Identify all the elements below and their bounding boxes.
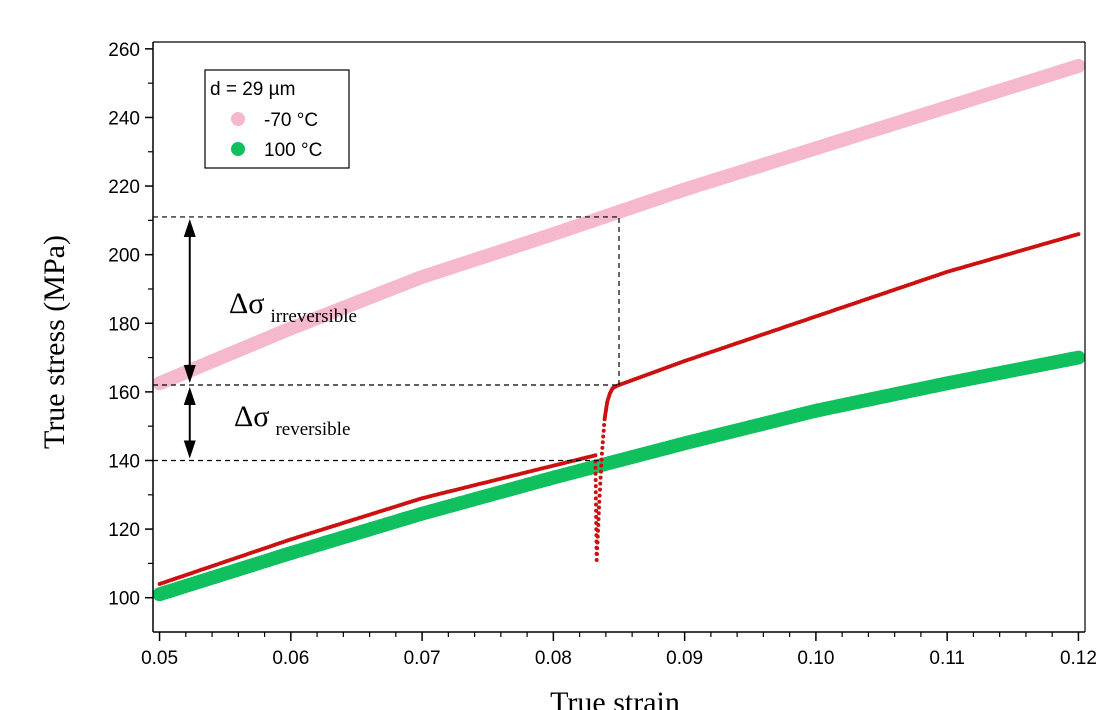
data-point [596,523,601,527]
data-point [599,451,604,456]
data-point [599,469,603,474]
data-point [1076,232,1081,237]
series-minus70C [153,59,1085,391]
legend-marker [231,112,245,126]
y-tick-label: 240 [108,108,140,129]
data-point [598,487,602,492]
series-100C [153,350,1085,602]
data-point [600,440,605,445]
reference-lines [153,216,620,462]
data-point [595,534,600,539]
data-point [594,558,599,562]
y-tick-label: 180 [108,314,140,335]
arrow-head-up [183,218,196,237]
x-tick-label: 0.05 [141,648,178,669]
x-tick-label: 0.07 [404,648,441,669]
data-point [599,463,604,468]
data-point [1071,59,1085,73]
legend-marker [231,142,245,156]
data-point [601,434,606,439]
legend: d = 29 µm -70 °C 100 °C [204,69,350,169]
x-tick-label: 0.08 [535,648,572,669]
data-point [597,499,602,504]
y-tick-label: 260 [108,40,140,61]
y-tick-label: 220 [108,177,140,198]
axes: 100 120 140 160 180 200 220 240 260 0.05 0.06 0.07 0… [38,40,1097,710]
data-point [593,496,598,501]
arrow-head-up [183,387,196,406]
data-point [598,475,603,480]
legend-label: 100 °C [264,140,322,161]
y-tick-label: 160 [108,383,140,404]
data-point [593,453,598,458]
data-point [595,546,600,551]
data-point [599,457,604,462]
delta-sigma-symbol: Δσ [234,400,269,433]
y-tick-label: 100 [108,589,140,610]
x-tick-label: 0.09 [666,648,703,669]
data-point [598,481,603,486]
arrow-head-down [183,365,196,384]
y-tick-label: 120 [108,520,140,541]
data-point [593,465,598,470]
irreversible-annotation: Δσ irreversible [183,218,357,384]
y-tick-label: 140 [108,451,140,472]
data-point [596,511,601,516]
annotations: Δσ irreversible Δσ reversible [183,218,357,459]
data-point [597,493,602,498]
data-point [601,428,606,433]
series-layer [153,59,1085,602]
data-point [593,490,598,495]
delta-sigma-label: Δσ reversible [234,400,350,440]
x-axis-label: True strain [550,686,680,710]
y-axis-label: True stress (MPa) [38,235,71,449]
data-point [600,445,605,450]
delta-sigma-label: Δσ irreversible [229,287,357,327]
data-point [593,484,598,489]
data-point [596,528,600,533]
legend-title: d = 29 µm [210,79,295,100]
data-point [594,508,599,513]
x-tick-label: 0.10 [797,648,834,669]
x-tick-label: 0.12 [1060,648,1097,669]
data-point [594,502,598,507]
delta-sigma-subscript: reversible [275,419,350,440]
delta-sigma-symbol: Δσ [229,287,264,320]
data-point [594,552,599,557]
x-tick-label: 0.06 [272,648,309,669]
y-tick-label: 200 [108,246,140,267]
legend-box [204,69,350,169]
data-point [593,471,598,476]
data-point [602,423,607,427]
data-point [1071,350,1085,365]
x-tick-label: 0.11 [929,648,965,669]
series-red [157,232,1081,586]
data-point [597,505,601,510]
data-point [593,478,598,482]
arrow-head-down [183,440,196,459]
data-point [595,540,600,545]
legend-label: -70 °C [264,110,318,131]
delta-sigma-subscript: irreversible [270,306,357,327]
reversible-annotation: Δσ reversible [183,387,350,459]
data-point [596,517,601,522]
